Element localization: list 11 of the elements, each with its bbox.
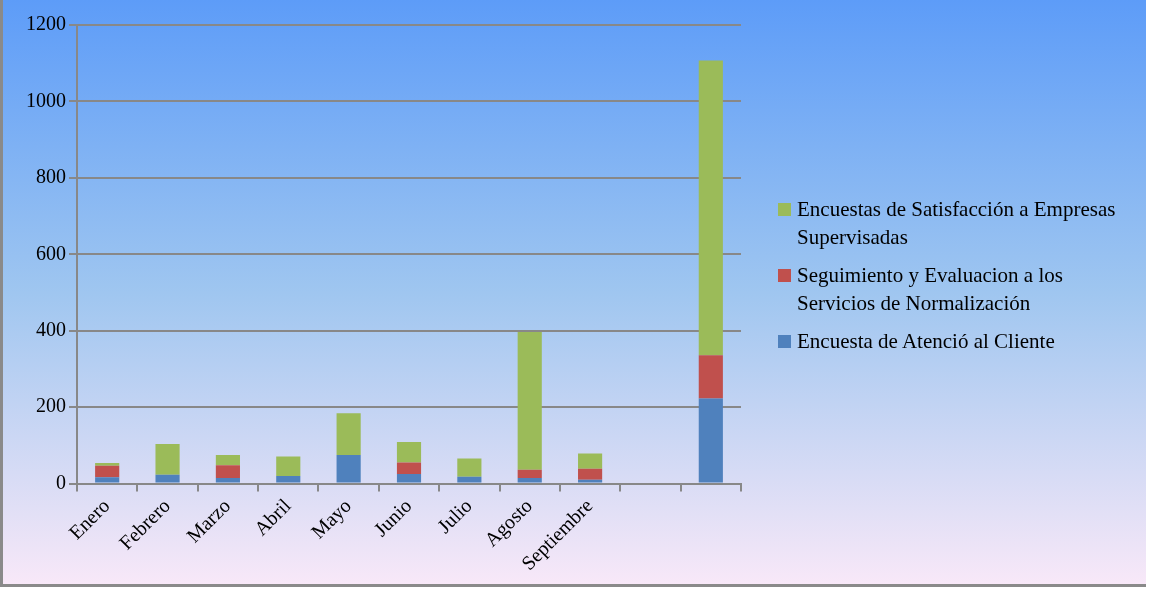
legend-label: Encuesta de Atenció al Cliente: [797, 328, 1055, 355]
y-tick-label: 400: [36, 318, 66, 340]
y-tick-label: 1200: [26, 12, 66, 35]
y-tick-label: 800: [36, 165, 66, 188]
x-tick-label: Julio: [432, 494, 476, 538]
legend-label: Encuestas de Satisfacción a Empresas Supervisadas: [797, 196, 1117, 251]
y-tick-label: 600: [36, 241, 66, 264]
y-tick-label: 1000: [26, 88, 66, 111]
y-tick-label: 200: [36, 394, 66, 417]
legend-label: Seguimiento y Evaluacion a los Servicios de Normalización: [797, 262, 1064, 317]
y-tick-label: 0: [56, 470, 66, 493]
